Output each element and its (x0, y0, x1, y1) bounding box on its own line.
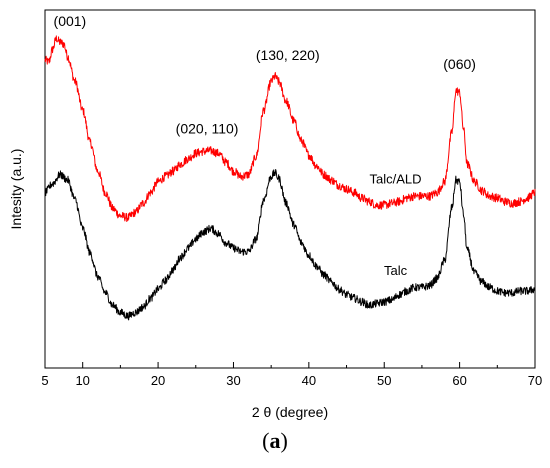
annotations: Talc/ALD Talc (001) (020, 110) (130, 220) (06… (54, 13, 476, 278)
series-label: Talc (384, 263, 408, 278)
peak-annotation: (001) (54, 13, 87, 29)
series-line-talc (44, 169, 536, 321)
x-axis-label: 2 θ (degree) (252, 404, 328, 420)
x-axis: 5 10 20 30 40 50 60 70 (41, 362, 542, 388)
x-tick-label: 40 (302, 373, 316, 388)
x-tick-label: 5 (41, 373, 48, 388)
peak-annotation: (020, 110) (176, 121, 239, 137)
panel-label-letter: a (269, 428, 281, 453)
x-tick-label: 30 (226, 373, 240, 388)
panel-label: (a) (0, 428, 550, 454)
panel-label-open: ( (262, 428, 270, 453)
peak-annotation: (060) (443, 56, 476, 72)
x-tick-label: 70 (528, 373, 542, 388)
peak-annotation: (130, 220) (256, 47, 320, 63)
x-tick-label: 20 (151, 373, 165, 388)
y-axis-label: Intesity (a.u.) (8, 149, 24, 230)
x-tick-label: 60 (452, 373, 466, 388)
x-tick-label: 10 (75, 373, 89, 388)
series-line-talc-ald (44, 35, 536, 223)
series-label: Talc/ALD (370, 172, 422, 187)
series-layer (44, 35, 536, 321)
xrd-chart: 5 10 20 30 40 50 60 70 Talc/ALD Talc (001) (020, 1… (8, 9, 542, 420)
panel-label-close: ) (280, 428, 288, 453)
x-tick-label: 50 (377, 373, 391, 388)
